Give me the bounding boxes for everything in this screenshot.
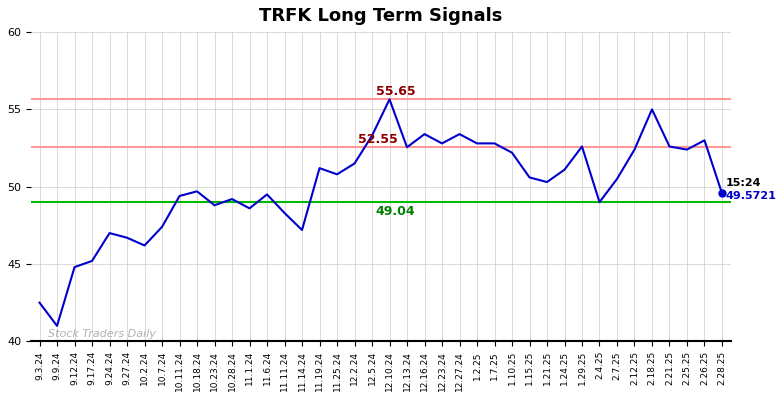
Text: 49.5721: 49.5721 xyxy=(725,191,776,201)
Text: 55.65: 55.65 xyxy=(376,86,416,98)
Text: 52.55: 52.55 xyxy=(358,133,397,146)
Point xyxy=(716,190,728,197)
Text: 49.04: 49.04 xyxy=(376,205,416,218)
Text: 15:24: 15:24 xyxy=(725,178,761,188)
Title: TRFK Long Term Signals: TRFK Long Term Signals xyxy=(259,7,503,25)
Text: Stock Traders Daily: Stock Traders Daily xyxy=(49,330,156,339)
